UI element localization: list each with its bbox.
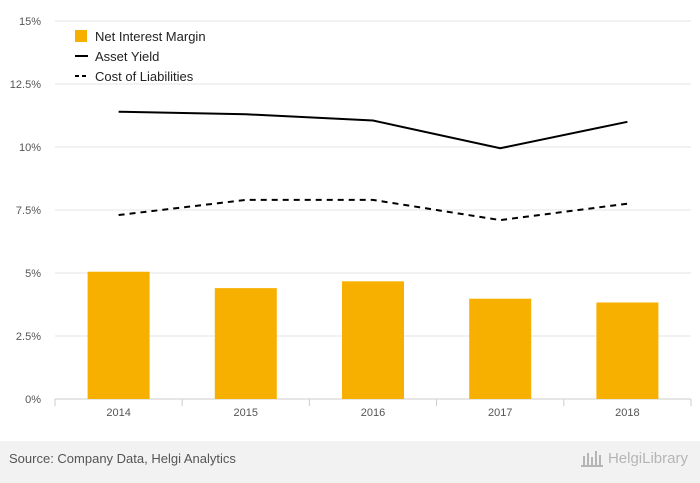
source-note: Source: Company Data, Helgi Analytics [9,451,236,466]
chart: 0% 2.5% 5% 7.5% 10% 12.5% 15% 2014 2015 2016 2017 2… [10,16,692,419]
footer: Source: Company Data, Helgi Analytics He… [0,441,700,483]
line-asset-yield [118,110,628,150]
y-tick-label: 0% [25,394,41,406]
legend-label-cost-of-liabilities: Cost of Liabilities [95,69,194,84]
y-tick-label: 5% [25,268,41,280]
y-tick-label: 7.5% [16,205,41,217]
brand-logo: HelgiLibrary [580,449,688,467]
bar-net-interest-margin [469,298,532,399]
y-tick-label: 10% [19,142,41,154]
library-icon [580,451,603,467]
x-tick-label: 2014 [106,407,130,419]
y-tick-label: 12.5% [10,79,41,91]
brand-name: HelgiLibrary [607,449,688,467]
x-tick-label: 2015 [234,407,258,419]
legend-swatch-net-interest-margin [75,30,87,42]
y-tick-label: 15% [19,16,41,28]
y-tick-label: 2.5% [16,331,41,343]
line-cost-of-liabilities [118,198,628,222]
legend-label-net-interest-margin: Net Interest Margin [95,29,206,44]
x-tick-label: 2018 [615,407,639,419]
bar-net-interest-margin [214,288,277,399]
bar-net-interest-margin [596,302,659,399]
bar-net-interest-margin [342,281,404,399]
legend-label-asset-yield: Asset Yield [95,49,159,64]
x-tick-label: 2016 [361,407,385,419]
x-tick-label: 2017 [488,407,512,419]
bar-net-interest-margin [87,271,150,399]
